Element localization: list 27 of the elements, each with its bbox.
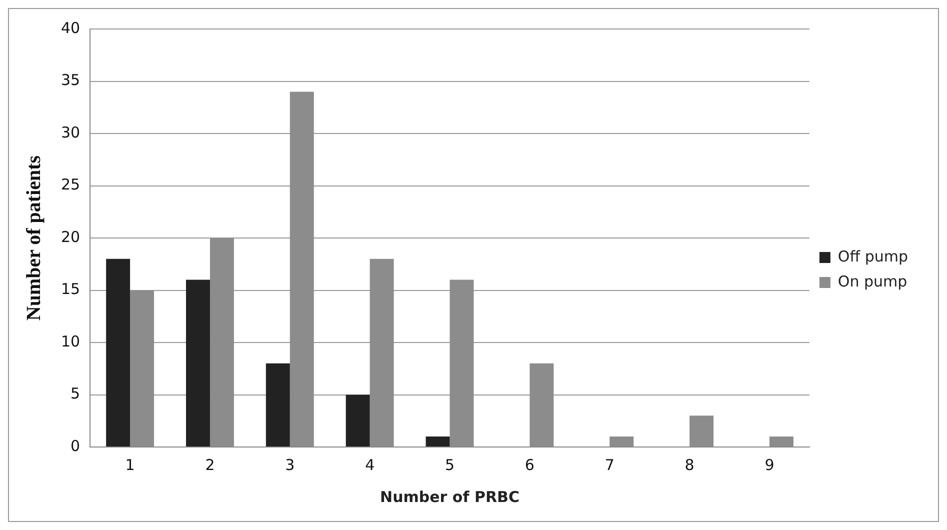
- x-tick-label: 8: [684, 456, 694, 474]
- x-tick-label: 7: [604, 456, 614, 474]
- legend-label: Off pump: [838, 247, 908, 266]
- x-axis-title: Number of PRBC: [380, 488, 520, 506]
- y-tick-label: 15: [60, 280, 80, 298]
- y-tick-label: 35: [60, 71, 80, 90]
- y-tick-label: 10: [60, 332, 80, 350]
- x-tick-label: 4: [365, 456, 375, 474]
- y-tick-label: 25: [60, 176, 80, 194]
- x-tick-label: 2: [205, 456, 215, 474]
- x-tick-label: 9: [764, 456, 774, 474]
- y-tick-label: 0: [70, 436, 80, 455]
- y-tick-label: 20: [60, 228, 80, 246]
- x-tick-label: 3: [285, 456, 295, 474]
- bar: [106, 258, 130, 446]
- bar: [346, 394, 370, 446]
- y-tick-label: 5: [70, 384, 80, 403]
- x-tick-label: 5: [444, 456, 455, 474]
- x-tick-label: 6: [524, 456, 534, 474]
- bar: [426, 436, 450, 446]
- bar: [266, 363, 290, 446]
- y-tick-label: 40: [60, 18, 80, 37]
- legend-label: On pump: [838, 272, 908, 290]
- y-axis-title: Number of patients: [23, 155, 46, 321]
- bar: [186, 280, 210, 446]
- x-tick-label: 1: [125, 456, 135, 474]
- y-tick-label: 30: [60, 123, 80, 142]
